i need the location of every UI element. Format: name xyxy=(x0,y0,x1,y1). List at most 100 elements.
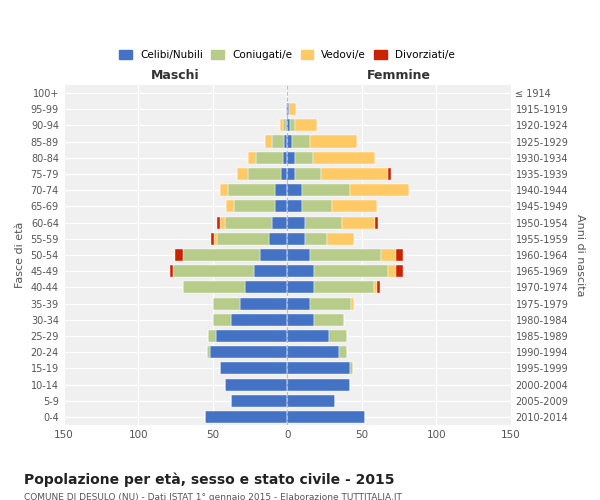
Bar xyxy=(183,249,260,261)
Bar xyxy=(374,282,377,294)
Bar xyxy=(289,103,296,115)
Bar xyxy=(220,216,224,228)
Bar xyxy=(287,282,314,294)
Bar xyxy=(329,330,347,342)
Bar xyxy=(302,200,332,212)
Bar xyxy=(388,168,391,180)
Bar xyxy=(230,395,287,407)
Text: Maschi: Maschi xyxy=(151,70,200,82)
Bar xyxy=(377,282,380,294)
Bar xyxy=(217,216,220,228)
Bar xyxy=(396,265,403,278)
Bar xyxy=(351,298,354,310)
Bar xyxy=(287,395,335,407)
Bar xyxy=(280,120,283,132)
Bar xyxy=(287,362,350,374)
Bar xyxy=(305,232,328,245)
Bar xyxy=(283,120,286,132)
Bar xyxy=(233,200,275,212)
Bar xyxy=(272,136,284,147)
Bar xyxy=(207,346,210,358)
Bar xyxy=(313,152,375,164)
Bar xyxy=(287,184,302,196)
Bar xyxy=(284,136,287,147)
Bar xyxy=(214,232,217,245)
Bar xyxy=(340,346,347,358)
Bar xyxy=(287,411,365,423)
Text: Femmine: Femmine xyxy=(367,70,431,82)
Bar xyxy=(295,120,317,132)
Bar xyxy=(287,216,305,228)
Bar xyxy=(343,216,375,228)
Bar xyxy=(205,411,287,423)
Bar xyxy=(213,314,230,326)
Bar xyxy=(295,152,313,164)
Bar xyxy=(230,314,287,326)
Bar xyxy=(287,232,305,245)
Bar xyxy=(224,378,287,390)
Bar xyxy=(226,200,233,212)
Bar xyxy=(239,298,287,310)
Bar xyxy=(302,184,350,196)
Bar xyxy=(287,168,295,180)
Bar xyxy=(305,216,343,228)
Bar xyxy=(286,103,287,115)
Bar xyxy=(170,265,173,278)
Bar xyxy=(314,282,374,294)
Bar xyxy=(295,168,322,180)
Bar xyxy=(227,184,275,196)
Bar xyxy=(287,330,329,342)
Bar xyxy=(287,378,350,390)
Bar xyxy=(269,232,287,245)
Bar xyxy=(292,136,310,147)
Bar xyxy=(256,152,283,164)
Bar xyxy=(310,298,351,310)
Bar xyxy=(314,265,388,278)
Bar xyxy=(322,168,388,180)
Bar xyxy=(173,265,254,278)
Bar xyxy=(220,362,287,374)
Y-axis label: Fasce di età: Fasce di età xyxy=(15,222,25,288)
Bar xyxy=(287,152,295,164)
Bar xyxy=(254,265,287,278)
Bar xyxy=(275,200,287,212)
Bar xyxy=(310,249,381,261)
Bar xyxy=(287,298,310,310)
Bar xyxy=(328,232,354,245)
Bar xyxy=(287,314,314,326)
Bar xyxy=(287,200,302,212)
Bar xyxy=(208,330,216,342)
Bar xyxy=(220,184,227,196)
Bar xyxy=(272,216,287,228)
Bar xyxy=(224,216,272,228)
Bar xyxy=(210,346,287,358)
Bar xyxy=(260,249,287,261)
Bar xyxy=(211,232,214,245)
Bar xyxy=(350,184,409,196)
Bar xyxy=(217,232,269,245)
Bar xyxy=(183,282,245,294)
Bar xyxy=(287,103,289,115)
Bar xyxy=(287,120,290,132)
Bar xyxy=(283,152,287,164)
Bar xyxy=(332,200,377,212)
Bar xyxy=(287,136,292,147)
Bar xyxy=(175,249,183,261)
Bar xyxy=(265,136,272,147)
Bar xyxy=(287,346,340,358)
Legend: Celibi/Nubili, Coniugati/e, Vedovi/e, Divorziati/e: Celibi/Nubili, Coniugati/e, Vedovi/e, Di… xyxy=(115,46,459,64)
Bar xyxy=(290,120,295,132)
Bar xyxy=(375,216,378,228)
Bar xyxy=(248,152,256,164)
Bar xyxy=(281,168,287,180)
Text: COMUNE DI DESULO (NU) - Dati ISTAT 1° gennaio 2015 - Elaborazione TUTTITALIA.IT: COMUNE DI DESULO (NU) - Dati ISTAT 1° ge… xyxy=(24,492,402,500)
Bar xyxy=(396,249,403,261)
Bar xyxy=(310,136,357,147)
Bar xyxy=(213,298,239,310)
Bar xyxy=(245,282,287,294)
Bar xyxy=(388,265,396,278)
Bar xyxy=(287,249,310,261)
Bar xyxy=(248,168,281,180)
Bar xyxy=(236,168,248,180)
Bar xyxy=(314,314,344,326)
